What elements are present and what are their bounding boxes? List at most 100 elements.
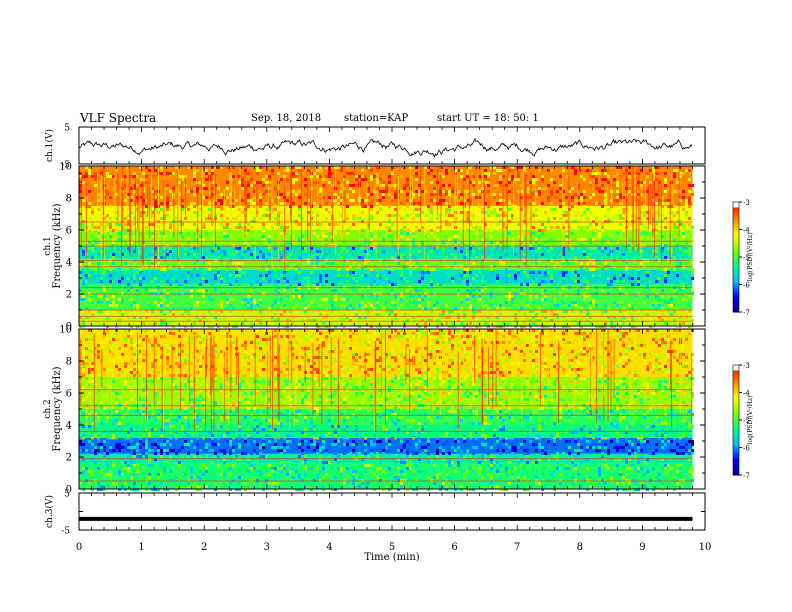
spectral-cell [436, 283, 439, 286]
spectral-cell [199, 313, 202, 316]
spectral-cell [484, 238, 487, 241]
spectral-cell [187, 253, 190, 256]
spectral-cell [415, 262, 418, 265]
spectral-cell [499, 341, 502, 344]
spectral-cell [247, 295, 250, 298]
spectral-cell [505, 166, 508, 169]
spectral-cell [295, 172, 298, 175]
spectral-cell [82, 268, 85, 271]
spectral-cell [532, 217, 535, 220]
spectral-cell [388, 178, 391, 181]
spectral-cell [643, 190, 646, 193]
spectral-cell [679, 166, 682, 169]
spectral-cell [364, 250, 367, 253]
spectral-cell [550, 319, 553, 322]
colorbar-cell [733, 288, 739, 291]
spectral-cell [613, 277, 616, 280]
spectral-cell [502, 238, 505, 241]
spectral-cell [151, 262, 154, 265]
spectral-cell [271, 199, 274, 202]
spectral-cell [331, 307, 334, 310]
spectral-cell [358, 338, 361, 341]
spectral-cell [550, 341, 553, 344]
spectral-cell [661, 196, 664, 199]
spectral-cell [565, 238, 568, 241]
spectral-cell [646, 271, 649, 274]
spectral-cell [526, 307, 529, 310]
spectral-cell [685, 274, 688, 277]
spectral-cell [322, 274, 325, 277]
spectral-cell [331, 298, 334, 301]
spectral-cell [550, 211, 553, 214]
spectral-cell [187, 304, 190, 307]
spectral-cell [598, 202, 601, 205]
spectral-cell [496, 316, 499, 319]
spectral-cell [526, 304, 529, 307]
spectral-cell [688, 232, 691, 235]
spectral-cell [682, 169, 685, 172]
spectral-cell [619, 277, 622, 280]
spectral-cell [394, 193, 397, 196]
spectral-cell [610, 280, 613, 283]
spectral-cell [526, 301, 529, 304]
spectral-cell [484, 172, 487, 175]
spectral-cell [469, 322, 472, 325]
spectral-cell [664, 172, 667, 175]
spectral-cell [385, 184, 388, 187]
spectral-cell [550, 256, 553, 259]
spectral-cell [535, 295, 538, 298]
spectral-cell [262, 344, 265, 347]
spectral-cell [538, 247, 541, 250]
spectral-cell [94, 338, 97, 341]
spectral-cell [637, 271, 640, 274]
spectral-cell [145, 313, 148, 316]
spectral-cell [256, 280, 259, 283]
spectral-cell [499, 199, 502, 202]
spectral-cell [511, 301, 514, 304]
spectral-cell [205, 232, 208, 235]
spectral-cell [142, 178, 145, 181]
spectral-cell [418, 289, 421, 292]
spectral-cell [490, 329, 493, 332]
spectral-cell [532, 211, 535, 214]
spectral-cell [217, 283, 220, 286]
colorbar-cell [733, 209, 739, 212]
spectral-cell [508, 271, 511, 274]
spectral-cell [82, 283, 85, 286]
spectral-cell [232, 316, 235, 319]
spectral-cell [412, 217, 415, 220]
spectral-cell [151, 211, 154, 214]
spectral-cell [532, 193, 535, 196]
spectral-cell [448, 238, 451, 241]
ch1-spectrogram [79, 166, 694, 328]
spectral-cell [118, 232, 121, 235]
spectral-cell [604, 256, 607, 259]
spectral-cell [544, 229, 547, 232]
spectral-cell [127, 166, 130, 169]
spectral-cell [523, 271, 526, 274]
spectral-cell [469, 199, 472, 202]
spectral-cell [112, 229, 115, 232]
spectral-cell [538, 271, 541, 274]
spectral-cell [556, 190, 559, 193]
spectral-cell [331, 172, 334, 175]
spectral-cell [334, 347, 337, 350]
spectral-cell [265, 214, 268, 217]
spectral-cell [538, 205, 541, 208]
spectral-cell [274, 335, 277, 338]
spectral-cell [448, 193, 451, 196]
spectral-cell [370, 268, 373, 271]
spectral-cell [469, 283, 472, 286]
spectral-cell [544, 310, 547, 313]
spectral-cell [379, 341, 382, 344]
spectral-cell [226, 268, 229, 271]
spectral-cell [574, 166, 577, 169]
spectral-cell [589, 322, 592, 325]
spectral-cell [412, 199, 415, 202]
spectral-cell [91, 310, 94, 313]
spectral-cell [214, 338, 217, 341]
spectral-cell [112, 280, 115, 283]
spectral-cell [118, 319, 121, 322]
spectral-cell [538, 169, 541, 172]
spectral-cell [244, 232, 247, 235]
